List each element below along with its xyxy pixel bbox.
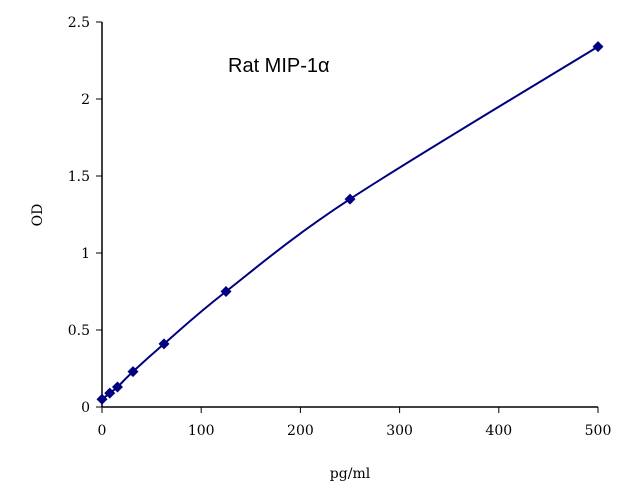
x-axis-label: pg/ml [330, 466, 371, 482]
x-tick-label: 300 [386, 423, 413, 439]
data-point-marker [344, 193, 356, 205]
data-point-marker [96, 393, 108, 405]
chart-title: Rat MIP-1α [228, 55, 330, 77]
y-tick-label: 2 [81, 92, 90, 108]
data-point-marker [220, 286, 232, 297]
y-tick-label: 2.5 [68, 15, 90, 31]
y-tick-label: 0.5 [68, 323, 90, 339]
y-axis-label: OD [30, 204, 46, 227]
x-tick-label: 500 [585, 423, 612, 439]
fit-curve [101, 45, 599, 401]
data-point-marker [127, 366, 139, 378]
data-point-marker [111, 381, 123, 393]
data-point-marker [104, 387, 116, 399]
x-tick-label: 200 [287, 423, 314, 439]
x-tick-label: 400 [485, 423, 512, 439]
data-point-marker [158, 338, 170, 350]
y-tick-label: 1 [81, 246, 90, 262]
y-tick-label: 0 [81, 400, 90, 416]
data-point-marker [592, 41, 604, 53]
x-tick-label: 100 [188, 423, 215, 439]
y-tick-label: 1.5 [68, 169, 90, 185]
x-tick-label: 0 [98, 423, 107, 439]
